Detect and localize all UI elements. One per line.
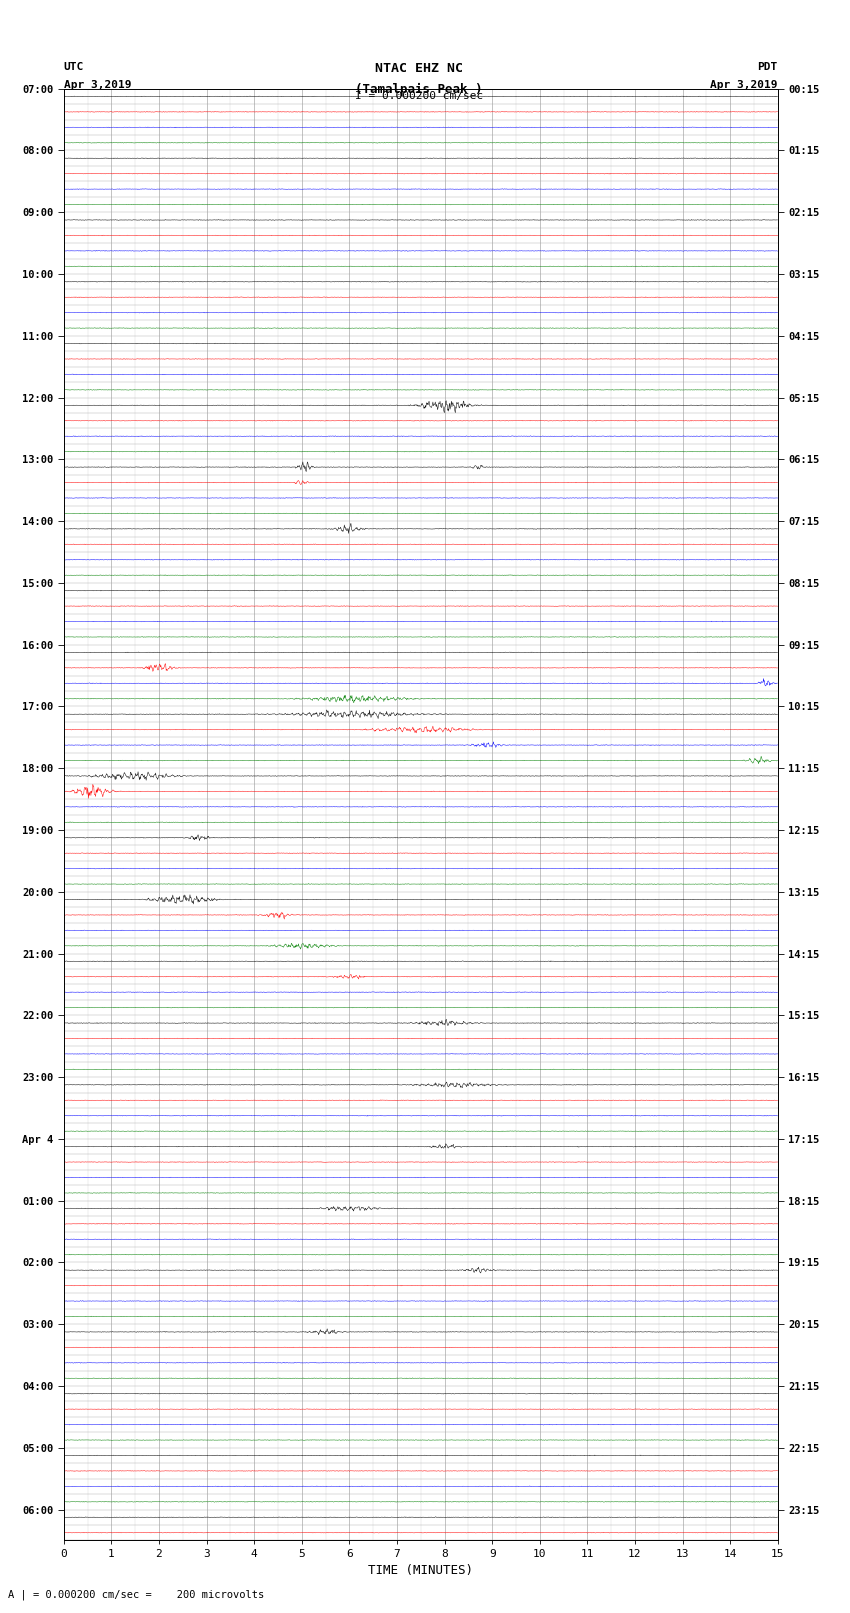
Text: (Tamalpais Peak ): (Tamalpais Peak ) bbox=[355, 84, 483, 97]
Text: I = 0.000200 cm/sec: I = 0.000200 cm/sec bbox=[355, 90, 483, 102]
Text: PDT: PDT bbox=[757, 61, 778, 71]
Text: A | = 0.000200 cm/sec =    200 microvolts: A | = 0.000200 cm/sec = 200 microvolts bbox=[8, 1589, 264, 1600]
Text: Apr 3,2019: Apr 3,2019 bbox=[711, 79, 778, 90]
Text: UTC: UTC bbox=[64, 61, 84, 71]
X-axis label: TIME (MINUTES): TIME (MINUTES) bbox=[368, 1563, 473, 1576]
Text: Apr 3,2019: Apr 3,2019 bbox=[64, 79, 131, 90]
Text: NTAC EHZ NC: NTAC EHZ NC bbox=[375, 61, 463, 76]
